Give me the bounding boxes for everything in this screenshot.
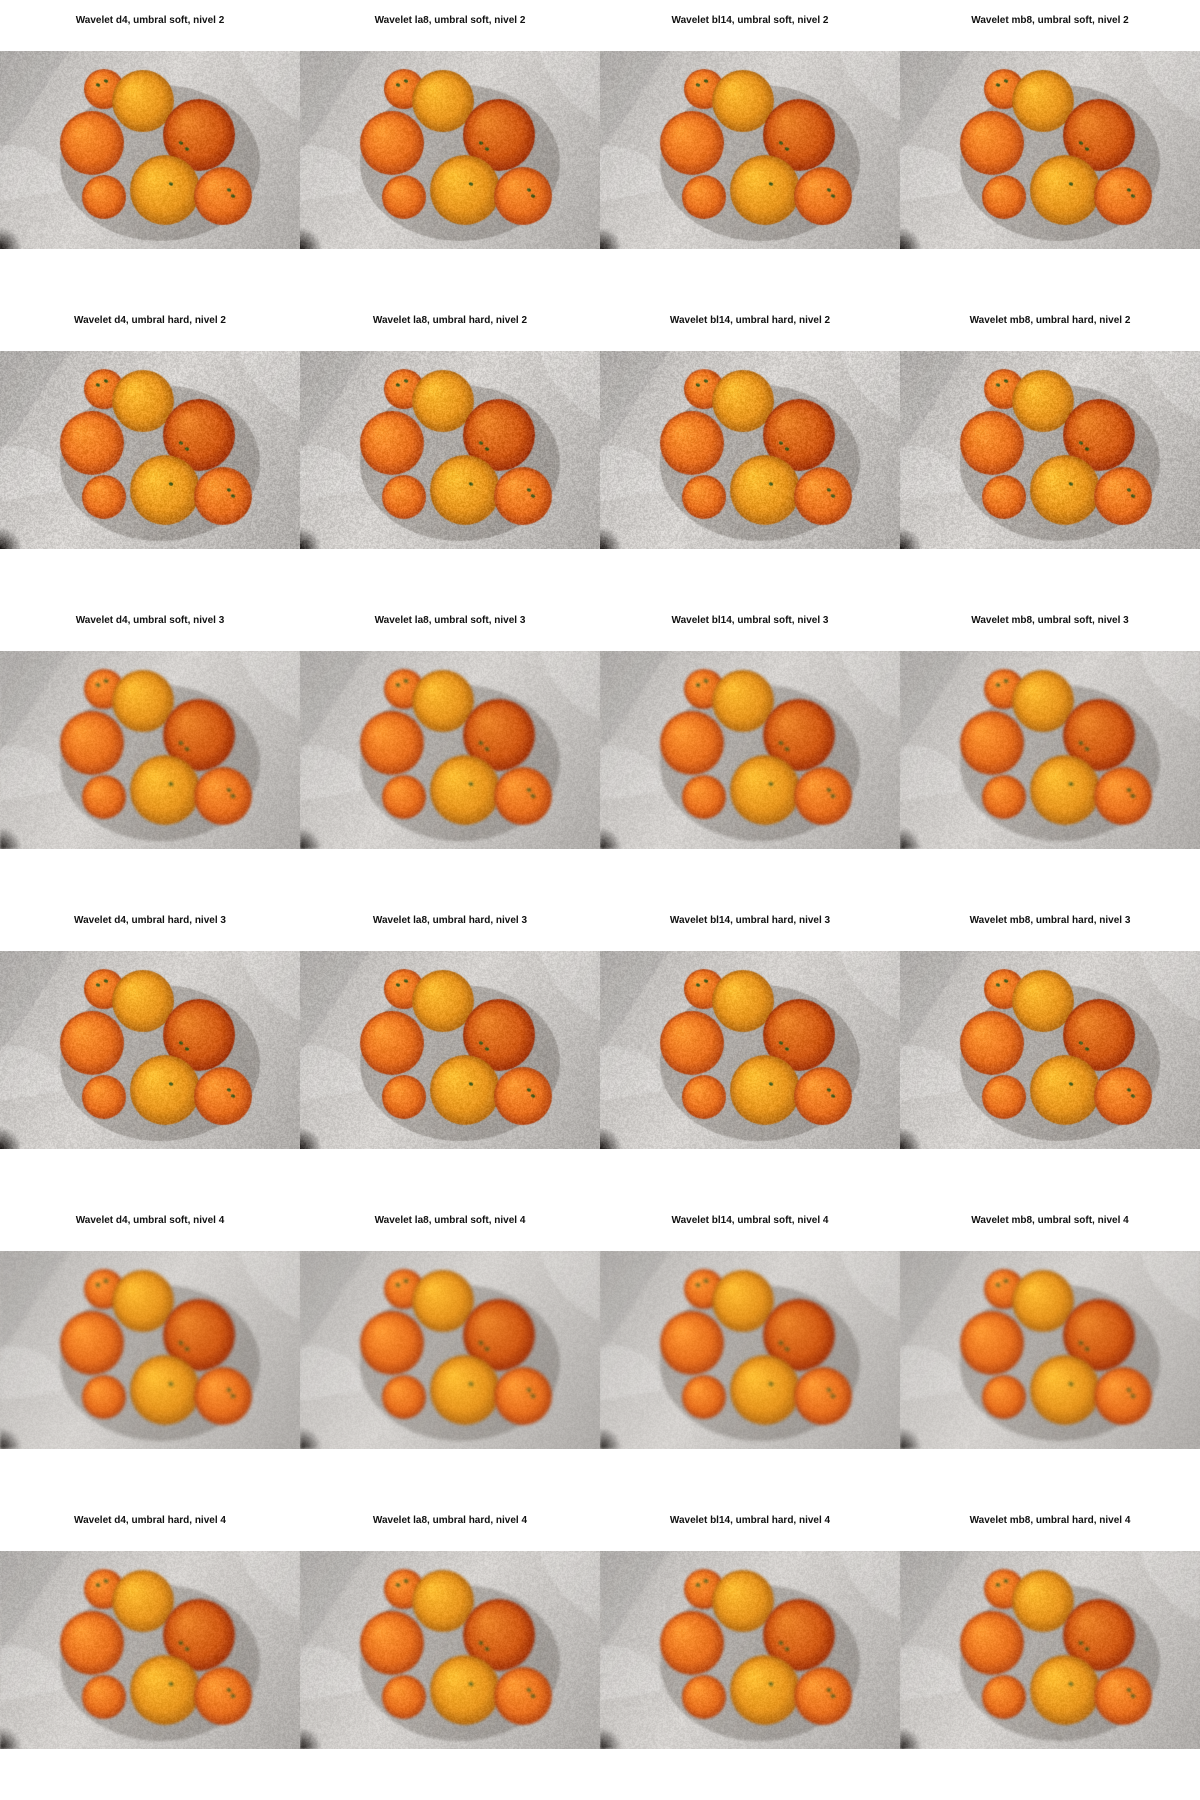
panel-title: Wavelet mb8, umbral soft, nivel 3 (971, 615, 1129, 626)
image-panel: Wavelet d4, umbral hard, nivel 3 (0, 900, 300, 1200)
image-panel: Wavelet d4, umbral soft, nivel 2 (0, 0, 300, 300)
oranges-photo (0, 51, 300, 249)
panel-title: Wavelet d4, umbral hard, nivel 3 (74, 915, 226, 926)
panel-title: Wavelet bl14, umbral hard, nivel 2 (669, 315, 831, 326)
oranges-photo (0, 651, 300, 849)
panel-title: Wavelet la8, umbral soft, nivel 4 (374, 1215, 526, 1226)
image-panel: Wavelet mb8, umbral hard, nivel 2 (900, 300, 1200, 600)
oranges-photo (0, 951, 300, 1149)
oranges-photo (300, 651, 600, 849)
panel-title: Wavelet la8, umbral hard, nivel 4 (372, 1515, 528, 1526)
panel-title: Wavelet bl14, umbral soft, nivel 4 (671, 1215, 829, 1226)
image-panel: Wavelet mb8, umbral soft, nivel 2 (900, 0, 1200, 300)
oranges-photo (600, 1551, 900, 1749)
image-panel: Wavelet bl14, umbral hard, nivel 3 (600, 900, 900, 1200)
panel-title: Wavelet d4, umbral hard, nivel 2 (74, 315, 226, 326)
image-panel: Wavelet d4, umbral hard, nivel 4 (0, 1500, 300, 1800)
panel-title: Wavelet bl14, umbral soft, nivel 3 (671, 615, 829, 626)
image-panel: Wavelet la8, umbral hard, nivel 2 (300, 300, 600, 600)
panel-title: Wavelet mb8, umbral hard, nivel 2 (969, 315, 1131, 326)
oranges-photo (600, 1251, 900, 1449)
image-panel: Wavelet bl14, umbral soft, nivel 3 (600, 600, 900, 900)
image-panel: Wavelet bl14, umbral hard, nivel 2 (600, 300, 900, 600)
oranges-photo (900, 651, 1200, 849)
image-panel: Wavelet mb8, umbral hard, nivel 3 (900, 900, 1200, 1200)
oranges-photo (600, 651, 900, 849)
panel-title: Wavelet bl14, umbral soft, nivel 2 (671, 15, 829, 26)
image-panel: Wavelet d4, umbral hard, nivel 2 (0, 300, 300, 600)
image-panel: Wavelet mb8, umbral soft, nivel 4 (900, 1200, 1200, 1500)
oranges-photo (900, 1551, 1200, 1749)
panel-title: Wavelet d4, umbral soft, nivel 3 (75, 615, 225, 626)
panel-title: Wavelet mb8, umbral soft, nivel 2 (971, 15, 1129, 26)
panel-title: Wavelet la8, umbral hard, nivel 3 (372, 915, 528, 926)
oranges-photo (600, 51, 900, 249)
image-panel: Wavelet bl14, umbral soft, nivel 4 (600, 1200, 900, 1500)
image-panel: Wavelet bl14, umbral hard, nivel 4 (600, 1500, 900, 1800)
panel-title: Wavelet d4, umbral soft, nivel 4 (75, 1215, 225, 1226)
oranges-photo (300, 51, 600, 249)
panel-title: Wavelet d4, umbral hard, nivel 4 (74, 1515, 226, 1526)
panel-title: Wavelet bl14, umbral hard, nivel 4 (669, 1515, 831, 1526)
panel-title: Wavelet mb8, umbral hard, nivel 3 (969, 915, 1131, 926)
oranges-photo (900, 951, 1200, 1149)
oranges-photo (600, 351, 900, 549)
oranges-photo (900, 1251, 1200, 1449)
panel-title: Wavelet mb8, umbral soft, nivel 4 (971, 1215, 1129, 1226)
image-panel: Wavelet d4, umbral soft, nivel 4 (0, 1200, 300, 1500)
oranges-photo (300, 951, 600, 1149)
oranges-photo (0, 1251, 300, 1449)
oranges-photo (300, 1251, 600, 1449)
panel-title: Wavelet d4, umbral soft, nivel 2 (75, 15, 225, 26)
oranges-photo (300, 1551, 600, 1749)
oranges-photo (0, 351, 300, 549)
oranges-photo (0, 1551, 300, 1749)
panel-title: Wavelet la8, umbral soft, nivel 2 (374, 15, 526, 26)
oranges-photo (900, 51, 1200, 249)
image-panel: Wavelet la8, umbral soft, nivel 3 (300, 600, 600, 900)
oranges-photo (600, 951, 900, 1149)
image-panel: Wavelet mb8, umbral soft, nivel 3 (900, 600, 1200, 900)
panel-title: Wavelet mb8, umbral hard, nivel 4 (969, 1515, 1131, 1526)
panel-title: Wavelet la8, umbral hard, nivel 2 (372, 315, 528, 326)
oranges-photo (300, 351, 600, 549)
image-panel: Wavelet d4, umbral soft, nivel 3 (0, 600, 300, 900)
panel-title: Wavelet la8, umbral soft, nivel 3 (374, 615, 526, 626)
image-panel: Wavelet bl14, umbral soft, nivel 2 (600, 0, 900, 300)
image-panel: Wavelet mb8, umbral hard, nivel 4 (900, 1500, 1200, 1800)
image-panel: Wavelet la8, umbral soft, nivel 2 (300, 0, 600, 300)
image-panel: Wavelet la8, umbral hard, nivel 3 (300, 900, 600, 1200)
oranges-photo (900, 351, 1200, 549)
image-panel: Wavelet la8, umbral soft, nivel 4 (300, 1200, 600, 1500)
panel-title: Wavelet bl14, umbral hard, nivel 3 (669, 915, 831, 926)
image-panel: Wavelet la8, umbral hard, nivel 4 (300, 1500, 600, 1800)
